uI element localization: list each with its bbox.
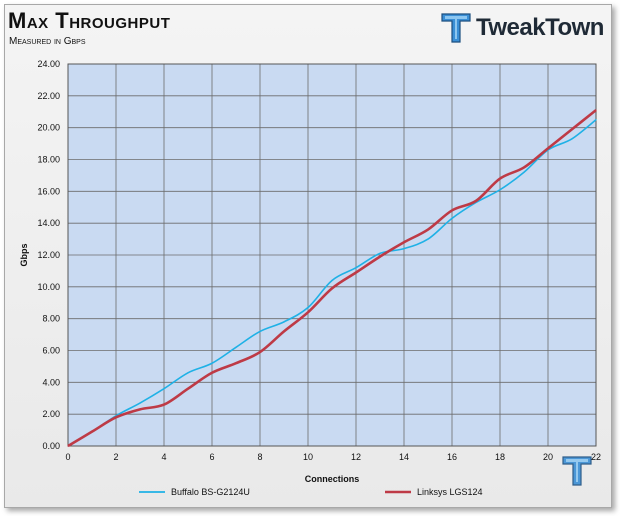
x-tick-label: 20 xyxy=(543,452,553,462)
y-axis-title: Gbps xyxy=(19,243,29,266)
x-tick-label: 22 xyxy=(591,452,601,462)
data-point xyxy=(259,351,261,353)
data-point xyxy=(163,388,165,390)
chart-title: Max Throughput xyxy=(8,8,171,33)
data-point xyxy=(523,166,525,169)
data-point xyxy=(451,217,453,219)
data-point xyxy=(523,171,525,173)
x-tick-label: 16 xyxy=(447,452,457,462)
x-tick-label: 4 xyxy=(161,452,166,462)
data-point xyxy=(547,147,549,149)
data-point xyxy=(499,189,501,191)
x-tick-label: 8 xyxy=(257,452,262,462)
data-point xyxy=(595,109,597,111)
x-tick-label: 18 xyxy=(495,452,505,462)
data-point xyxy=(139,408,141,410)
data-point xyxy=(67,445,69,447)
data-point xyxy=(307,306,309,309)
x-tick-label: 6 xyxy=(209,452,214,462)
data-point xyxy=(571,138,573,140)
chart-subtitle: Measured in Gbps xyxy=(9,36,86,47)
y-tick-label: 4.00 xyxy=(42,377,60,387)
y-tick-label: 6.00 xyxy=(42,346,60,356)
data-point xyxy=(427,238,429,240)
plot-border xyxy=(67,63,597,447)
data-point xyxy=(499,178,501,180)
series-points-linksys xyxy=(67,109,597,447)
y-tick-label: 16.00 xyxy=(37,186,60,196)
data-point xyxy=(331,287,333,290)
data-point xyxy=(307,311,309,313)
brand-name: TweakTown xyxy=(476,14,604,41)
data-point xyxy=(331,279,333,282)
y-tick-label: 0.00 xyxy=(42,441,60,451)
y-tick-label: 14.00 xyxy=(37,218,60,228)
data-point xyxy=(235,346,237,348)
y-tick-label: 8.00 xyxy=(42,314,60,324)
data-point xyxy=(283,321,285,323)
y-tick-label: 12.00 xyxy=(37,250,60,260)
data-point xyxy=(379,255,381,258)
data-point xyxy=(355,271,357,274)
watermark-t-highlight xyxy=(566,459,588,482)
data-point xyxy=(211,372,213,374)
x-tick-label: 0 xyxy=(65,452,70,462)
data-point xyxy=(403,241,405,243)
legend-label-linksys: Linksys LGS124 xyxy=(417,487,483,497)
data-point xyxy=(115,416,117,418)
x-tick-label: 2 xyxy=(113,452,118,462)
data-point xyxy=(211,362,213,364)
data-point xyxy=(187,372,189,374)
x-tick-label: 10 xyxy=(303,452,313,462)
data-point xyxy=(379,252,381,255)
y-tick-label: 10.00 xyxy=(37,282,60,292)
data-point xyxy=(91,431,93,433)
y-tick-label: 22.00 xyxy=(37,91,60,101)
data-point xyxy=(355,267,357,269)
data-point xyxy=(451,209,453,212)
y-tick-label: 24.00 xyxy=(37,59,60,69)
legend-label-buffalo: Buffalo BS-G2124U xyxy=(171,487,250,497)
data-point xyxy=(163,404,165,406)
data-point xyxy=(139,402,141,404)
x-tick-label: 12 xyxy=(351,452,361,462)
data-point xyxy=(595,119,597,121)
data-point xyxy=(235,362,237,364)
data-point xyxy=(475,200,477,202)
y-tick-label: 2.00 xyxy=(42,409,60,419)
data-point xyxy=(187,388,189,390)
data-point xyxy=(403,248,405,250)
tweaktown-logo-icon xyxy=(441,13,471,43)
data-point xyxy=(571,128,573,130)
x-axis-title: Connections xyxy=(305,474,360,484)
data-point xyxy=(427,228,429,231)
x-tick-label: 14 xyxy=(399,452,409,462)
data-point xyxy=(259,330,261,332)
tweaktown-watermark-icon xyxy=(562,456,592,486)
y-tick-label: 18.00 xyxy=(37,155,60,165)
data-point xyxy=(283,330,285,332)
y-tick-label: 20.00 xyxy=(37,123,60,133)
